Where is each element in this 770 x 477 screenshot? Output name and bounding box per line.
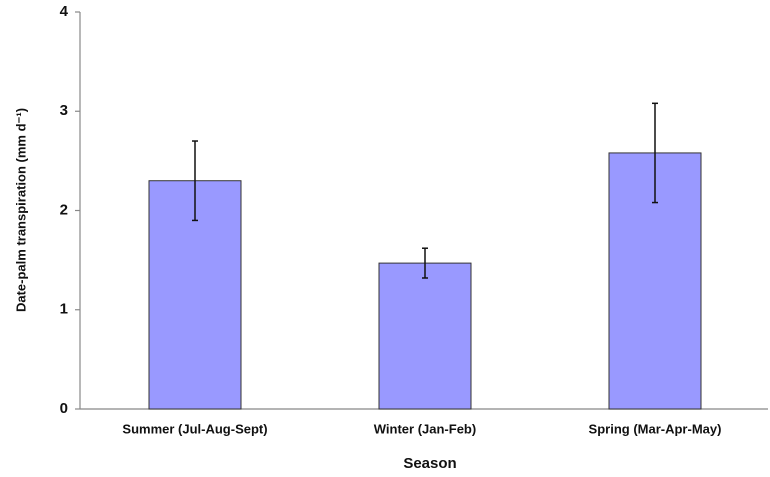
x-tick-label: Summer (Jul-Aug-Sept) [122,421,267,436]
y-tick-label: 4 [60,3,69,20]
x-axis-label: Season [403,455,456,472]
y-tick-label: 1 [60,301,68,318]
y-axis-label: Date-palm transpiration (mm d⁻¹) [13,108,28,312]
x-tick-label: Spring (Mar-Apr-May) [589,421,722,436]
error-bar [652,102,658,204]
x-tick-label: Winter (Jan-Feb) [374,421,476,436]
error-bar [192,140,198,222]
y-tick-label: 3 [60,102,68,119]
error-bar [422,247,428,279]
y-tick-label: 0 [60,400,68,417]
bar [378,262,472,410]
y-tick-label: 2 [60,201,68,218]
